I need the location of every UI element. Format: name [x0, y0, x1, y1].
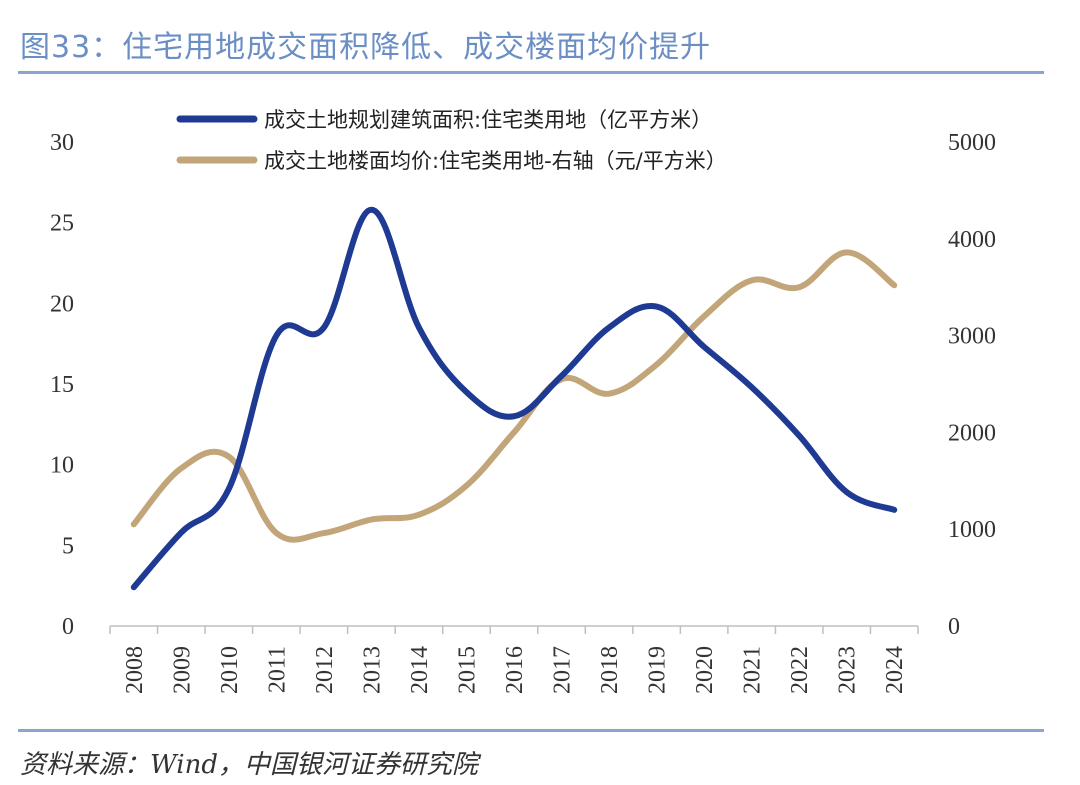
x-tick-label: 2019 [645, 646, 671, 694]
x-tick-label: 2013 [359, 646, 385, 694]
y-right-tick-label: 3000 [948, 324, 996, 350]
chart-series [130, 206, 898, 591]
y-right-tick-label: 2000 [948, 420, 996, 446]
figure-title: 图33：住宅用地成交面积降低、成交楼面均价提升 [20, 30, 712, 65]
x-tick-label: 2014 [407, 646, 433, 694]
x-tick-label: 2024 [882, 646, 908, 694]
y-right-tick-label: 5000 [948, 130, 996, 156]
y-left-tick-label: 5 [62, 533, 74, 559]
x-tick-label: 2012 [312, 646, 338, 694]
series-line-area [130, 206, 898, 591]
x-tick-label: 2010 [217, 646, 243, 694]
x-tick-label: 2017 [550, 646, 576, 694]
legend-label: 成交土地楼面均价:住宅类用地-右轴（元/平方米） [264, 149, 727, 173]
legend-label: 成交土地规划建筑面积:住宅类用地（亿平方米） [264, 108, 712, 132]
x-tick-label: 2016 [502, 646, 528, 694]
y-left-tick-label: 30 [50, 130, 74, 156]
y-left-tick-label: 15 [50, 372, 74, 398]
y-left-tick-label: 25 [50, 211, 74, 237]
x-tick-label: 2011 [264, 646, 290, 693]
y-right-tick-label: 4000 [948, 227, 996, 253]
chart-axes: 2008 2009 2010 2011 2012 2013 2014 2015 2016 2017… [50, 130, 996, 694]
series-line-price [130, 249, 898, 543]
y-left-tick-label: 0 [62, 614, 74, 640]
y-left-tick-label: 10 [50, 453, 74, 479]
title-rule [18, 71, 1044, 74]
x-tick-label: 2022 [787, 646, 813, 694]
x-tick-label: 2020 [692, 646, 718, 694]
y-right-tick-label: 0 [948, 614, 960, 640]
chart-legend: 成交土地规划建筑面积:住宅类用地（亿平方米） 成交土地楼面均价:住宅类用地-右轴（… [176, 108, 727, 173]
x-tick-label: 2008 [122, 646, 148, 694]
x-tick-label: 2023 [835, 646, 861, 694]
x-tick-label: 2018 [597, 646, 623, 694]
y-left-tick-label: 20 [50, 291, 74, 317]
x-tick-label: 2021 [740, 646, 766, 694]
x-tick-label: 2009 [169, 646, 195, 694]
source-rule [18, 729, 1044, 732]
x-tick-label: 2015 [454, 646, 480, 694]
source-note: 资料来源：Wind，中国银河证券研究院 [20, 750, 478, 780]
y-right-tick-label: 1000 [948, 517, 996, 543]
